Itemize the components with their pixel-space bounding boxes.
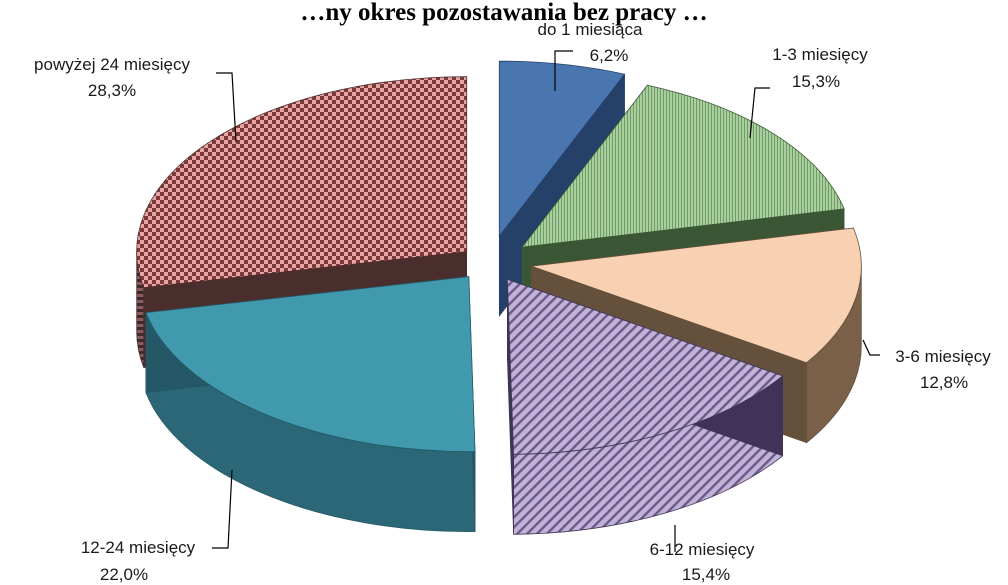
- slice-6-12: [506, 278, 784, 535]
- label-24-name: powyżej 24 miesięcy: [34, 55, 190, 74]
- slice-12-24: [145, 276, 476, 533]
- label-do-1-name: do 1 miesiąca: [538, 20, 643, 39]
- slice-top-12-24: [145, 276, 476, 453]
- label-12-24-value: 22,0%: [100, 565, 148, 584]
- leader-line-24: [216, 72, 237, 143]
- label-1-3-name: 1-3 miesięcy: [772, 45, 868, 64]
- slice-top-24: [136, 76, 468, 289]
- leader-line-12-24: [212, 469, 233, 549]
- slices-group: [136, 60, 862, 535]
- slice-top-1-3: [521, 84, 845, 248]
- label-1-3-value: 15,3%: [792, 72, 840, 91]
- leader-line-1-3: [749, 87, 770, 139]
- label-do-1-value: 6,2%: [590, 46, 629, 65]
- leader-line-do-1: [554, 50, 573, 91]
- slice-top-6-12: [506, 278, 784, 455]
- slice-top-3-6: [531, 227, 862, 364]
- leader-line-3-6: [862, 339, 880, 356]
- label-24-value: 28,3%: [88, 81, 136, 100]
- label-3-6-value: 12,8%: [920, 373, 968, 392]
- label-6-12-name: 6-12 miesięcy: [650, 540, 755, 559]
- chart-title: …ny okres pozostawania bez pracy …: [300, 0, 707, 26]
- label-3-6-name: 3-6 miesięcy: [895, 347, 991, 366]
- label-6-12-value: 15,4%: [682, 565, 730, 584]
- label-12-24-name: 12-24 miesięcy: [81, 538, 196, 557]
- slice-top-do-1: [498, 60, 626, 238]
- labels-group: do 1 miesiąca 6,2% 1-3 miesięcy 15,3% 3-…: [34, 20, 991, 584]
